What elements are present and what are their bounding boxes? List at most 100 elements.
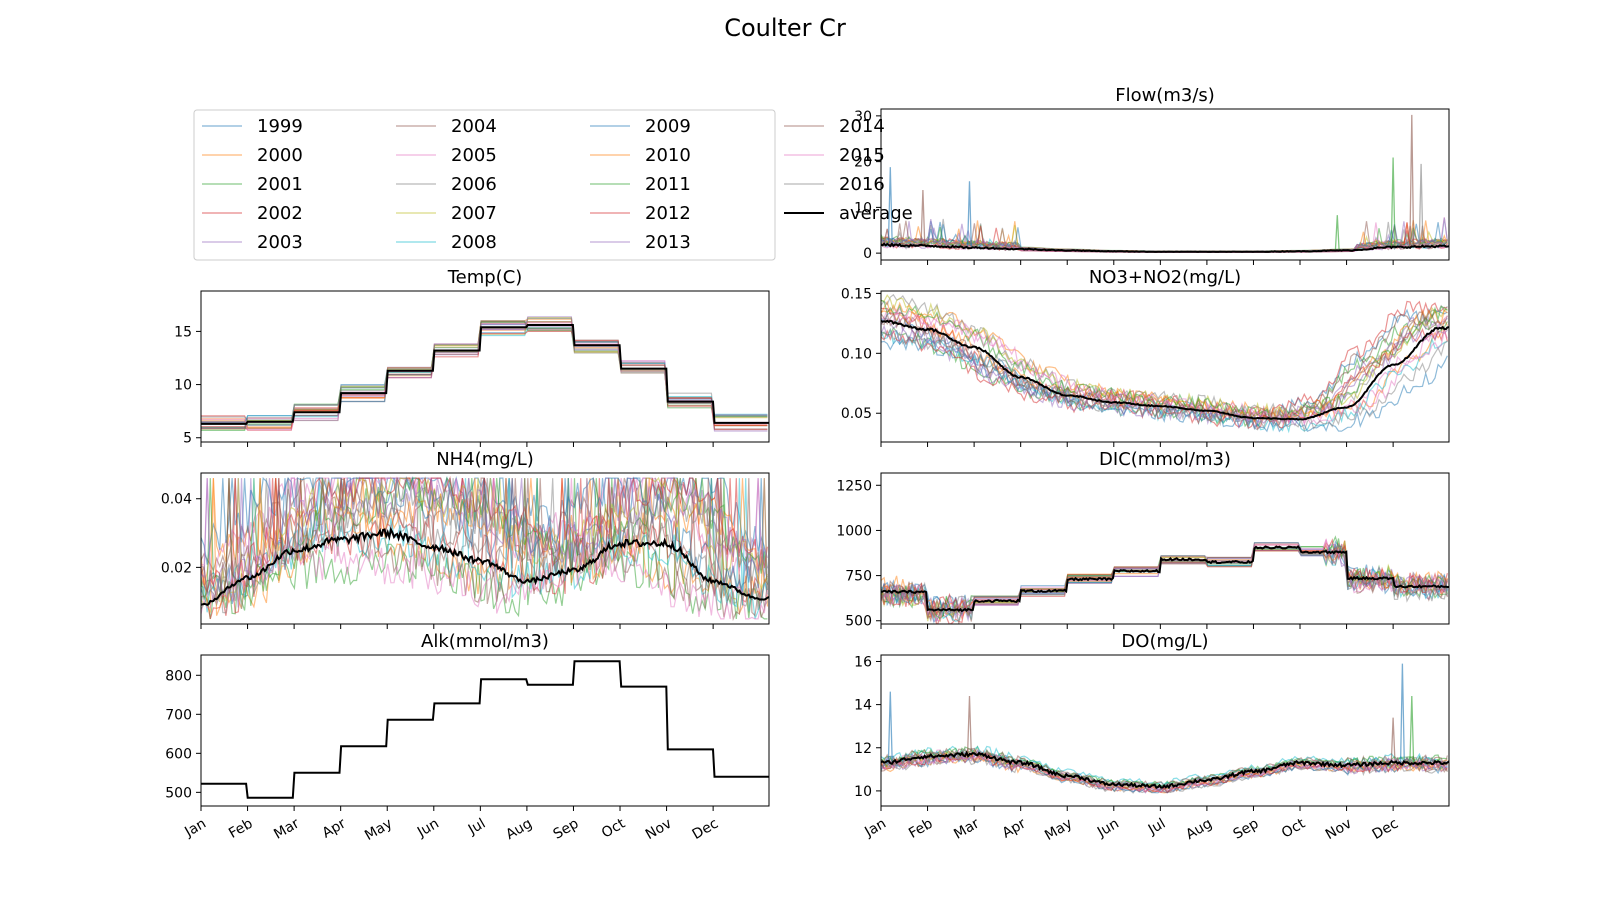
do-series <box>881 663 1449 794</box>
legend-label: 2014 <box>839 116 885 137</box>
series-line-average <box>201 660 769 799</box>
series-line-2014 <box>201 322 768 430</box>
flow-title: Flow(m3/s) <box>1115 85 1215 106</box>
legend-label: 2001 <box>257 174 303 195</box>
legend-label: 2004 <box>451 116 497 137</box>
series-line-2001 <box>201 321 768 429</box>
series-line-2002 <box>201 321 768 431</box>
do-axes-frame <box>880 654 1450 807</box>
x-tick-label: Jun <box>414 816 442 841</box>
legend-frame <box>193 109 776 261</box>
y-tick-label: 750 <box>845 569 872 585</box>
y-tick-label: 700 <box>165 707 192 723</box>
series-line-2012 <box>881 751 1448 793</box>
y-tick-label: 10 <box>174 378 192 394</box>
series-line-2011 <box>881 299 1448 422</box>
legend-label: 2007 <box>451 203 497 224</box>
peak-mark <box>966 181 972 248</box>
no3-panel: NO3+NO2(mg/L) 0.05 0.10 0.15 <box>841 267 1450 447</box>
x-tick-label: Nov <box>643 816 675 844</box>
peak-mark <box>887 691 893 763</box>
y-tick-label: 14 <box>854 698 872 714</box>
y-tick-label: 0.15 <box>841 286 872 302</box>
x-tick-label: Oct <box>599 815 628 841</box>
x-tick-label: Jan <box>861 816 889 841</box>
y-tick-label: 20 <box>854 155 872 171</box>
series-line-2004 <box>201 328 768 429</box>
figure-title: Coulter Cr <box>724 14 846 42</box>
dic-title: DIC(mmol/m3) <box>1099 449 1231 470</box>
legend-label: 2000 <box>257 145 303 166</box>
legend-label: 2015 <box>839 145 885 166</box>
x-tick-label: Dec <box>690 816 721 843</box>
x-tick-label: Oct <box>1279 815 1308 841</box>
legend-label: 2012 <box>645 203 691 224</box>
y-tick-label: 10 <box>854 784 872 800</box>
flow-panel: Flow(m3/s) 0 10 20 30 <box>854 85 1450 265</box>
series-line-2015 <box>881 308 1448 426</box>
legend-label: 2010 <box>645 145 691 166</box>
x-tick-label: Sep <box>551 816 582 843</box>
alk-panel: Alk(mmol/m3) 500 600 700 800 Jan Feb Mar Apr May J… <box>165 631 770 844</box>
no3-series <box>881 293 1449 434</box>
peak-mark <box>1390 157 1396 248</box>
legend-label: 2009 <box>645 116 691 137</box>
x-tick-label: Nov <box>1323 816 1355 844</box>
series-line-average <box>201 324 769 425</box>
x-tick-label: May <box>362 816 395 844</box>
legend-label: 2013 <box>645 232 691 253</box>
dic-series <box>881 535 1449 624</box>
legend: 1999 2000 2001 2002 2003 2004 2005 2006 2007 2008… <box>193 109 913 261</box>
y-tick-label: 0.05 <box>841 406 872 422</box>
legend-label: 2011 <box>645 174 691 195</box>
y-tick-label: 1000 <box>836 523 872 539</box>
series-line-2015 <box>201 322 768 431</box>
x-tick-label: Jun <box>1094 816 1122 841</box>
y-tick-label: 12 <box>854 741 872 757</box>
series-line-average <box>881 319 1449 421</box>
legend-label: 1999 <box>257 116 303 137</box>
x-tick-label: Feb <box>226 816 256 842</box>
y-tick-label: 30 <box>854 109 872 125</box>
no3-title: NO3+NO2(mg/L) <box>1089 267 1241 288</box>
peak-mark <box>887 167 893 246</box>
dic-axes-frame <box>880 472 1450 625</box>
nh4-title: NH4(mg/L) <box>436 449 534 470</box>
series-line-2016 <box>881 327 1448 433</box>
legend-label: 2006 <box>451 174 497 195</box>
series-line-2008 <box>201 327 768 428</box>
y-tick-label: 10 <box>854 200 872 216</box>
flow-axes-frame <box>880 108 1450 261</box>
series-line-2012 <box>201 330 768 431</box>
temp-series <box>201 316 769 432</box>
peak-mark <box>920 189 926 246</box>
x-tick-label: Aug <box>503 816 535 844</box>
series-line-average <box>201 526 769 607</box>
x-tick-label: Mar <box>271 815 302 842</box>
y-tick-label: 800 <box>165 668 192 684</box>
y-tick-label: 16 <box>854 654 872 670</box>
do-panel: DO(mg/L) 10 12 14 16 Jan Feb Mar Apr May Jun Jul Aug… <box>854 631 1450 844</box>
y-tick-label: 500 <box>845 614 872 630</box>
legend-label: 2003 <box>257 232 303 253</box>
peak-mark <box>1409 114 1415 247</box>
series-line-2010 <box>201 321 768 429</box>
nh4-axes-frame <box>200 472 770 625</box>
temp-axes-frame <box>200 290 770 443</box>
series-line-2011 <box>201 321 768 431</box>
x-tick-label: Mar <box>951 815 982 842</box>
series-line-2006 <box>881 753 1448 794</box>
y-tick-label: 600 <box>165 746 192 762</box>
peak-mark <box>966 695 972 755</box>
series-line-2002 <box>201 478 768 620</box>
x-tick-label: Jul <box>465 816 489 839</box>
do-title: DO(mg/L) <box>1121 631 1208 652</box>
x-tick-label: Dec <box>1370 816 1401 843</box>
y-tick-label: 0 <box>863 246 872 262</box>
legend-label: 2016 <box>839 174 885 195</box>
x-tick-label: Aug <box>1183 816 1215 844</box>
nh4-panel: NH4(mg/L) 0.02 0.04 <box>161 449 770 629</box>
no3-axes-frame <box>880 290 1450 443</box>
legend-label: 2008 <box>451 232 497 253</box>
